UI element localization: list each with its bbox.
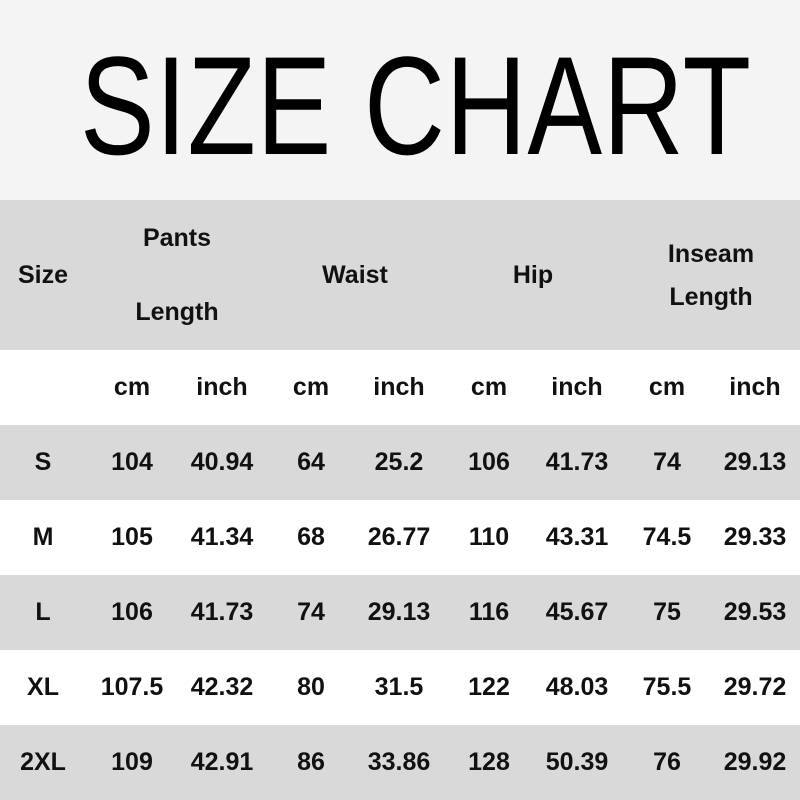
table-cell: 29.72: [723, 673, 787, 701]
table-cell: 29.53: [723, 598, 787, 626]
size-label: S: [34, 448, 52, 476]
header-row: [0, 200, 800, 350]
header-pants-length-line2: Length: [135, 298, 219, 326]
table-cell: 80: [297, 673, 325, 701]
table-cell: 75: [653, 598, 681, 626]
header-inseam-length-line1: Inseam: [667, 240, 755, 268]
table-cell: 41.34: [190, 523, 254, 551]
table-cell: 48.03: [545, 673, 609, 701]
table-cell: 31.5: [374, 673, 424, 701]
unit-label: cm: [648, 373, 686, 401]
table-cell: 74: [653, 448, 681, 476]
unit-label: cm: [292, 373, 330, 401]
table-cell: 107.5: [100, 673, 164, 701]
header-size: Size: [17, 261, 69, 289]
unit-label: cm: [113, 373, 151, 401]
table-cell: 29.33: [723, 523, 787, 551]
table-row: [0, 425, 800, 500]
size-label: 2XL: [20, 748, 66, 776]
table-cell: 75.5: [642, 673, 692, 701]
title-area: SIZE CHART: [0, 0, 800, 200]
size-label: L: [35, 598, 51, 626]
table-cell: 33.86: [367, 748, 431, 776]
table-cell: 86: [297, 748, 325, 776]
unit-label: inch: [196, 373, 248, 401]
table-row: [0, 500, 800, 575]
table-cell: 64: [297, 448, 325, 476]
table-cell: 29.13: [723, 448, 787, 476]
size-label: XL: [27, 673, 59, 701]
table-cell: 68: [297, 523, 325, 551]
table-cell: 41.73: [190, 598, 254, 626]
header-pants-length-line1: Pants: [142, 224, 212, 252]
header-hip: Hip: [512, 261, 554, 289]
table-cell: 25.2: [374, 448, 424, 476]
unit-label: cm: [470, 373, 508, 401]
table-cell: 74: [297, 598, 325, 626]
table-cell: 29.13: [367, 598, 431, 626]
table-row: [0, 650, 800, 725]
table-cell: 26.77: [367, 523, 431, 551]
table-cell: 116: [468, 598, 510, 626]
unit-label: inch: [373, 373, 425, 401]
header-waist: Waist: [322, 261, 388, 289]
table-cell: 74.5: [642, 523, 692, 551]
table-cell: 42.32: [190, 673, 254, 701]
table-cell: 106: [468, 448, 510, 476]
table-cell: 42.91: [190, 748, 254, 776]
unit-label: inch: [551, 373, 603, 401]
table-cell: 104: [111, 448, 153, 476]
units-row: [0, 350, 800, 425]
table-cell: 110: [468, 523, 510, 551]
table-cell: 50.39: [545, 748, 609, 776]
header-inseam-length-line2: Length: [669, 283, 753, 311]
table-cell: 40.94: [190, 448, 254, 476]
page-title: SIZE CHART: [80, 27, 752, 184]
table-cell: 105: [111, 523, 153, 551]
table-cell: 122: [468, 673, 510, 701]
table-cell: 43.31: [545, 523, 609, 551]
table-cell: 29.92: [723, 748, 787, 776]
table-cell: 41.73: [545, 448, 609, 476]
unit-label: inch: [729, 373, 781, 401]
table-cell: 106: [111, 598, 153, 626]
table-cell: 128: [468, 748, 510, 776]
table-row: [0, 725, 800, 800]
table-cell: 45.67: [545, 598, 609, 626]
table-row: [0, 575, 800, 650]
table-cell: 109: [111, 748, 153, 776]
table-cell: 76: [653, 748, 681, 776]
size-label: M: [32, 523, 54, 551]
